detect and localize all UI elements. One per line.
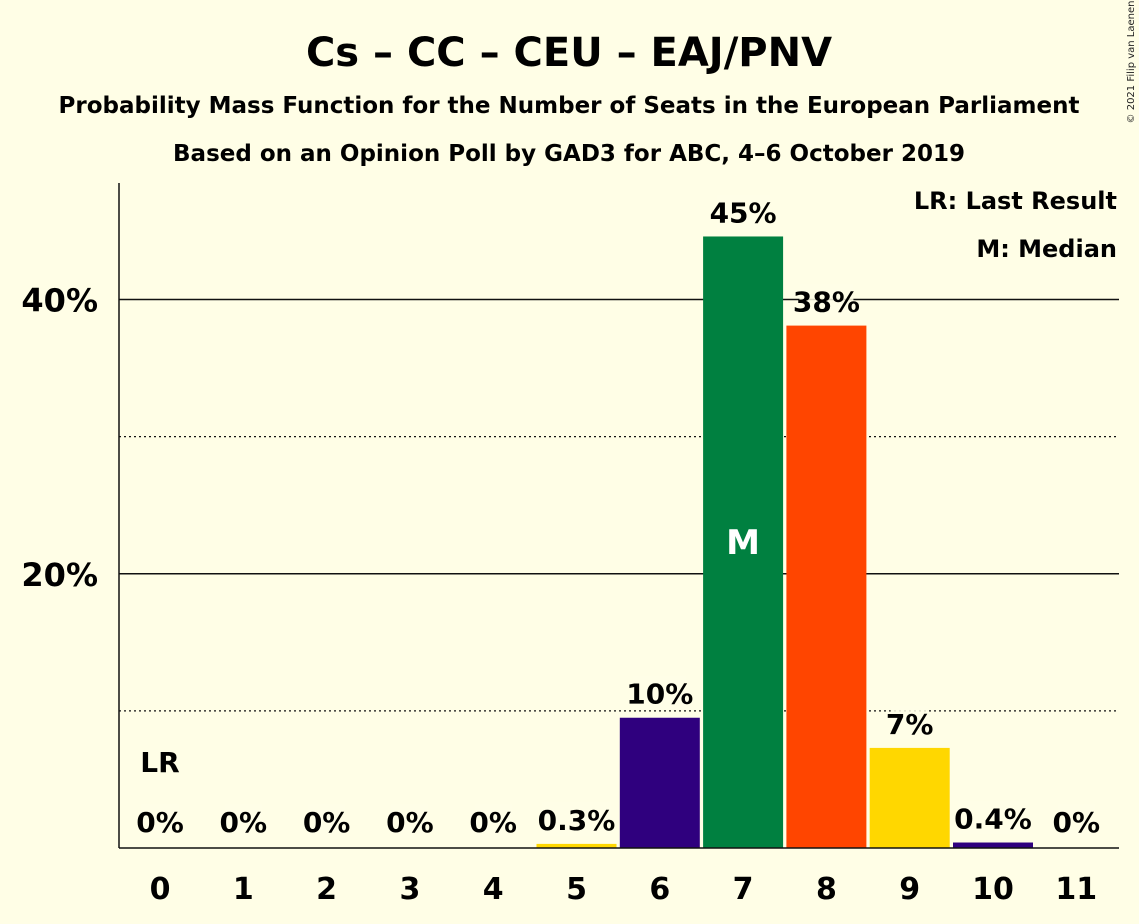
y-tick-label: 20% <box>21 556 98 594</box>
x-tick-label: 4 <box>483 872 504 907</box>
x-tick-label: 8 <box>816 872 837 907</box>
data-label-bg <box>390 804 429 838</box>
x-tick-label: 10 <box>972 872 1014 907</box>
data-label-bg <box>799 283 854 318</box>
data-labels: 0% 0% 0% 0% 0% 0.3% 10% 45% 38% 7% 0.4% 0% LR M <box>136 194 1100 839</box>
last-result-marker: LR <box>140 746 179 779</box>
x-tick-label: 9 <box>899 872 920 907</box>
x-tick-label: 3 <box>399 872 420 907</box>
data-label-bg <box>307 804 346 838</box>
data-label-1: 0% <box>220 806 268 839</box>
x-tick-label: 0 <box>150 872 171 907</box>
median-marker: M <box>726 523 760 563</box>
data-label-7: 45% <box>710 196 777 229</box>
data-label-6: 10% <box>626 678 693 711</box>
bar-seats-9 <box>869 747 950 848</box>
data-label-9: 7% <box>886 708 934 741</box>
data-label-2: 0% <box>303 806 351 839</box>
bar-seats-6 <box>619 717 700 848</box>
x-tick-label: 7 <box>733 872 754 907</box>
data-label-bg <box>632 675 687 710</box>
data-label-bg <box>1057 804 1096 838</box>
data-label-bg <box>716 194 771 229</box>
copyright-notice: © 2021 Filip van Laenen <box>1126 1 1137 124</box>
data-label-10: 0.4% <box>954 803 1032 836</box>
legend-last-result: LR: Last Result <box>914 187 1117 215</box>
y-tick-label: 40% <box>21 282 98 320</box>
chart-subtitle: Probability Mass Function for the Number… <box>59 93 1080 119</box>
data-label-bg <box>890 705 929 740</box>
data-label-bg <box>474 804 513 838</box>
x-tick-label: 6 <box>649 872 670 907</box>
x-tick-label: 5 <box>566 872 587 907</box>
data-label-bg <box>958 800 1028 835</box>
data-label-11: 0% <box>1053 806 1101 839</box>
legend-median: M: Median <box>976 235 1117 263</box>
data-label-bg <box>141 804 179 838</box>
bar-seats-7 <box>703 236 784 848</box>
data-label-0: 0% <box>136 806 184 839</box>
data-label-4: 0% <box>469 806 517 839</box>
data-label-bg <box>541 801 612 836</box>
chart-subtitle-2: Based on an Opinion Poll by GAD3 for ABC… <box>173 141 965 167</box>
data-label-8: 38% <box>793 286 860 319</box>
x-tick-label: 11 <box>1055 872 1097 907</box>
data-label-bg <box>224 804 263 838</box>
bars <box>536 236 1033 849</box>
data-label-3: 0% <box>386 806 434 839</box>
gridlines <box>119 298 1119 712</box>
chart-title: Cs – CC – CEU – EAJ/PNV <box>306 30 832 76</box>
x-tick-label: 2 <box>316 872 337 907</box>
bar-seats-8 <box>786 325 867 849</box>
axes: 20% 40% 0 1 2 3 4 5 6 7 8 9 10 11 <box>21 183 1119 907</box>
x-tick-label: 1 <box>233 872 254 907</box>
bar-seats-5 <box>536 843 617 848</box>
data-label-5: 0.3% <box>538 804 616 837</box>
bar-seats-10 <box>953 842 1033 848</box>
